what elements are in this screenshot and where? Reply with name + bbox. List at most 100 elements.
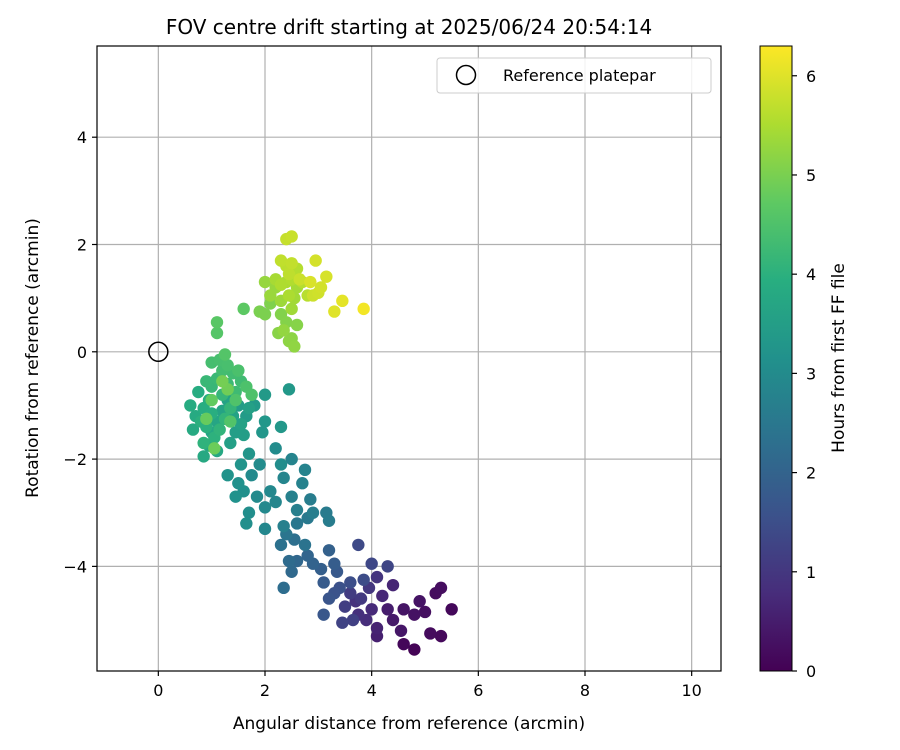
data-point (328, 557, 341, 570)
y-tick-label: −2 (63, 450, 87, 469)
data-point (309, 254, 322, 267)
data-point (381, 560, 394, 573)
data-point (197, 436, 210, 450)
data-point (336, 616, 349, 629)
data-point (245, 468, 258, 482)
reference-platepar-marker (148, 341, 169, 363)
data-point (357, 302, 370, 316)
data-point (357, 573, 370, 586)
data-point (245, 388, 258, 401)
data-point (250, 490, 264, 503)
data-point (277, 471, 290, 485)
legend-marker-icon (455, 64, 477, 86)
data-point (184, 399, 197, 412)
data-point (290, 318, 304, 332)
data-point (298, 538, 312, 552)
y-axis-label: Rotation from reference (arcmin) (23, 218, 43, 498)
data-point (274, 538, 288, 552)
legend-entry-reference: Reference platepar (503, 66, 656, 85)
data-point (376, 589, 389, 603)
data-point (258, 415, 272, 428)
data-point (242, 447, 256, 460)
y-tick-label: 0 (77, 343, 87, 362)
y-tick-label: 2 (77, 235, 87, 254)
x-tick-label: 0 (153, 681, 163, 700)
data-point (229, 490, 242, 503)
data-point (258, 501, 272, 514)
data-point (386, 613, 400, 627)
data-point (381, 603, 394, 616)
data-point (210, 316, 224, 329)
colorbar-tick-label: 2 (806, 464, 816, 483)
data-point (336, 294, 349, 308)
data-point (418, 605, 432, 619)
data-point (200, 375, 213, 388)
plot-frame (96, 45, 722, 672)
data-point (285, 452, 298, 466)
colorbar-tick-label: 0 (806, 662, 816, 681)
x-axis-label: Angular distance from reference (arcmin) (233, 714, 585, 734)
colorbar-gradient (759, 45, 793, 672)
data-point (216, 375, 229, 388)
data-point (285, 302, 298, 316)
y-tick-label: −4 (63, 557, 87, 576)
data-point (338, 600, 352, 613)
data-point (269, 495, 282, 509)
data-point (264, 289, 277, 302)
data-point (394, 624, 408, 637)
data-point (234, 458, 248, 471)
data-point (258, 275, 272, 289)
reference-marker (148, 341, 169, 363)
data-point (218, 348, 232, 361)
colorbar-tick-label: 4 (806, 265, 816, 284)
data-point (298, 463, 312, 477)
data-point (213, 423, 226, 436)
data-point (328, 305, 341, 318)
data-point (221, 468, 234, 482)
data-point (304, 275, 317, 289)
data-point (344, 587, 357, 600)
data-point (293, 273, 306, 286)
data-point (322, 514, 336, 527)
data-point (314, 281, 328, 294)
data-point (224, 436, 237, 450)
data-point (320, 270, 333, 283)
data-point (317, 608, 330, 621)
data-point (445, 603, 458, 616)
data-point (296, 477, 309, 490)
data-point (234, 418, 248, 431)
data-point (197, 450, 210, 463)
data-point (352, 538, 365, 552)
data-point (322, 544, 336, 557)
data-point (258, 388, 272, 401)
data-point (277, 519, 290, 533)
data-point (354, 592, 368, 605)
data-point (413, 595, 426, 608)
data-point (344, 576, 357, 589)
x-tick-label: 10 (681, 681, 701, 700)
data-point (269, 442, 282, 455)
data-point (288, 340, 301, 353)
data-point (274, 278, 288, 291)
colorbar-tick-label: 3 (806, 364, 816, 383)
x-tick-label: 8 (580, 681, 590, 700)
data-point (232, 364, 245, 377)
data-point (285, 490, 298, 503)
data-point (285, 257, 298, 270)
data-point (282, 289, 296, 302)
data-point (408, 608, 421, 621)
data-point (346, 613, 360, 627)
data-point (285, 230, 298, 243)
colorbar: 0 1 2 3 4 5 6 Hours from first FF file (759, 45, 849, 681)
data-point (221, 359, 234, 372)
data-point (274, 458, 288, 471)
x-tick-label: 6 (473, 681, 483, 700)
data-point (304, 493, 317, 506)
data-point (408, 643, 421, 656)
data-point (434, 581, 448, 595)
data-point (397, 637, 410, 651)
data-point (237, 302, 250, 316)
legend-box (436, 57, 712, 94)
data-point (282, 267, 296, 281)
